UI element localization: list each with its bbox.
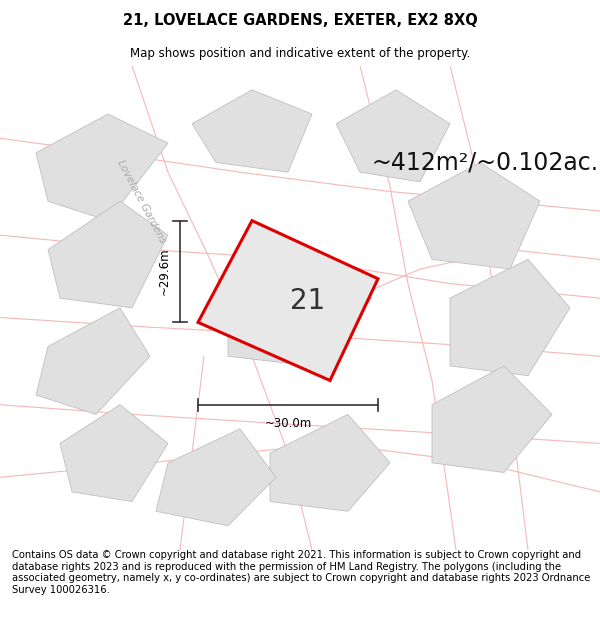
Polygon shape	[336, 90, 450, 182]
Text: 21: 21	[290, 286, 325, 314]
Text: ~29.6m: ~29.6m	[158, 248, 171, 295]
Polygon shape	[48, 201, 168, 308]
Text: ~412m²/~0.102ac.: ~412m²/~0.102ac.	[372, 151, 599, 174]
Text: Lovelace Gardens: Lovelace Gardens	[115, 158, 167, 244]
Text: 21, LOVELACE GARDENS, EXETER, EX2 8XQ: 21, LOVELACE GARDENS, EXETER, EX2 8XQ	[122, 13, 478, 28]
Polygon shape	[60, 405, 168, 501]
Polygon shape	[36, 308, 150, 414]
Polygon shape	[36, 114, 168, 221]
Polygon shape	[270, 414, 390, 511]
Text: Map shows position and indicative extent of the property.: Map shows position and indicative extent…	[130, 48, 470, 60]
Text: Contains OS data © Crown copyright and database right 2021. This information is : Contains OS data © Crown copyright and d…	[12, 550, 590, 595]
Polygon shape	[228, 249, 372, 366]
Polygon shape	[198, 221, 378, 381]
Polygon shape	[156, 429, 276, 526]
Polygon shape	[432, 366, 552, 472]
Polygon shape	[192, 90, 312, 172]
Text: ~30.0m: ~30.0m	[265, 417, 311, 430]
Polygon shape	[450, 259, 570, 376]
Polygon shape	[408, 162, 540, 269]
